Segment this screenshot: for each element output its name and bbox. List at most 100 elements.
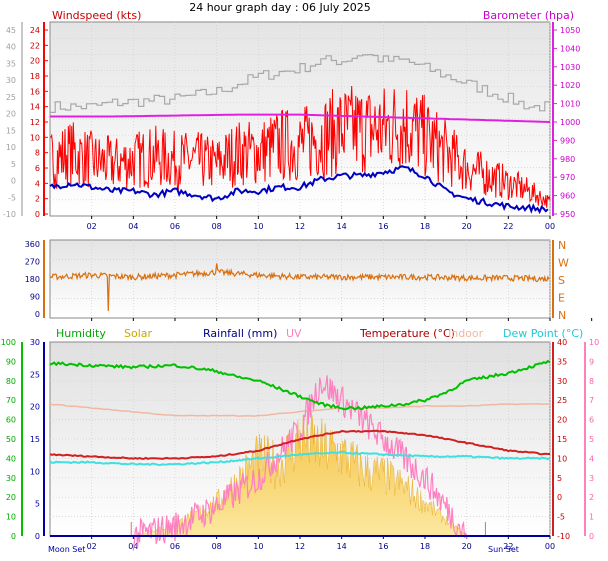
y-tick-label: 16 <box>30 87 40 96</box>
y3-tick-label: 1 <box>589 513 594 522</box>
y-tick-label-secondary: 45 <box>6 26 16 35</box>
y-tick-label-secondary: 10 <box>6 143 16 152</box>
compass-label: N <box>558 309 566 322</box>
y-tick-label-secondary: 5 <box>11 160 16 169</box>
y2-tick-label: 990 <box>560 136 575 145</box>
y-tick-label-secondary: 0 <box>11 177 16 186</box>
y2-tick-label: 1040 <box>560 44 580 53</box>
sun-set-label: Sun Set <box>488 545 519 554</box>
y-tick-label: 70 <box>6 396 16 405</box>
y3-tick-label: 6 <box>589 416 594 425</box>
legend-uv: UV <box>286 327 302 340</box>
x-tick-label: 22 <box>503 542 513 551</box>
x-tick-label: 06 <box>170 542 180 551</box>
legend-rainfall: Rainfall (mm) <box>203 327 277 340</box>
y-tick-label-secondary: 40 <box>6 43 16 52</box>
y2-tick-label: 10 <box>557 454 567 463</box>
y-tick-label: 25 <box>30 370 40 379</box>
y-tick-label: 10 <box>30 133 40 142</box>
y2-tick-label: -10 <box>557 532 570 541</box>
series-indoor <box>49 403 550 417</box>
y2-tick-label: 15 <box>557 435 567 444</box>
y2-tick-label: 0 <box>557 493 562 502</box>
moon-set-label: Moon Set <box>48 545 85 554</box>
series-gust <box>50 54 551 113</box>
x-tick-label: 22 <box>503 222 513 231</box>
x-tick-label: 10 <box>253 542 263 551</box>
y-tick-label: 8 <box>35 149 40 158</box>
x-tick-label: 02 <box>87 542 97 551</box>
series-humidity <box>49 359 551 411</box>
y2-tick-label: 1000 <box>560 118 580 127</box>
x-tick-label: 18 <box>420 542 430 551</box>
x-tick-label: 16 <box>378 222 388 231</box>
x-tick-label: 00 <box>545 222 555 231</box>
y2-tick-label: 20 <box>557 416 567 425</box>
y3-tick-label: 0 <box>589 532 594 541</box>
x-tick-label: 04 <box>128 222 138 231</box>
y3-tick-label: 8 <box>589 377 594 386</box>
y3-tick-label: 3 <box>589 474 594 483</box>
y2-tick-label: 1050 <box>560 26 580 35</box>
y-tick-label: 4 <box>35 179 40 188</box>
legend-dewpoint: Dew Point (°C) <box>503 327 583 340</box>
y3-tick-label: 4 <box>589 454 594 463</box>
y-tick-label: 10 <box>30 467 40 476</box>
series-windspeed <box>49 85 551 208</box>
x-tick-label: 08 <box>212 542 222 551</box>
x-tick-label: 14 <box>337 222 347 231</box>
y-tick-label-secondary: 25 <box>6 93 16 102</box>
y-tick-label: 5 <box>35 500 40 509</box>
y-tick-label: 50 <box>6 435 16 444</box>
y2-tick-label: 25 <box>557 396 567 405</box>
series-barometer <box>50 113 551 123</box>
y3-tick-label: 5 <box>589 435 594 444</box>
y2-tick-label: 1010 <box>560 100 580 109</box>
compass-label: W <box>558 257 569 270</box>
y-tick-label: 180 <box>25 275 40 284</box>
y2-tick-label: 960 <box>560 192 575 201</box>
y2-tick-label: 970 <box>560 173 575 182</box>
legend-temperature: Temperature (°C) <box>359 327 455 340</box>
y3-tick-label: 10 <box>589 338 599 347</box>
series-uv <box>132 375 468 551</box>
y-tick-label: 18 <box>30 72 40 81</box>
y-tick-label: 24 <box>30 26 40 35</box>
y-tick-label: 80 <box>6 377 16 386</box>
y3-tick-label: 7 <box>589 396 594 405</box>
y-tick-label: 6 <box>35 164 40 173</box>
compass-label: N <box>558 239 566 252</box>
y-tick-label: 0 <box>35 532 40 541</box>
barometer-label: Barometer (hpa) <box>483 9 574 22</box>
x-tick-label: 16 <box>378 542 388 551</box>
x-tick-label: 20 <box>462 222 472 231</box>
y-tick-label-secondary: -10 <box>3 210 16 219</box>
series-solar <box>133 410 468 537</box>
series-average <box>49 165 549 215</box>
y2-tick-label: 30 <box>557 377 567 386</box>
x-tick-label: 12 <box>295 222 305 231</box>
y2-tick-label: 35 <box>557 357 567 366</box>
x-tick-label: 00 <box>545 542 555 551</box>
y2-tick-label: 40 <box>557 338 567 347</box>
legend-humidity: Humidity <box>56 327 106 340</box>
y3-tick-label: 9 <box>589 357 594 366</box>
x-tick-label: 20 <box>462 542 472 551</box>
y-tick-label: 60 <box>6 416 16 425</box>
windspeed-label: Windspeed (kts) <box>52 9 141 22</box>
y-tick-label: 22 <box>30 41 40 50</box>
y-tick-label: 90 <box>30 293 40 302</box>
wind-panel: -10-505101520253035404502468101214161820… <box>3 21 580 231</box>
y-tick-label-secondary: 15 <box>6 126 16 135</box>
y-tick-label: 30 <box>30 338 40 347</box>
y2-tick-label: 950 <box>560 210 575 219</box>
y-tick-label-secondary: 30 <box>6 76 16 85</box>
y2-tick-label: -5 <box>557 513 565 522</box>
y-tick-label: 0 <box>11 532 16 541</box>
y-tick-label: 40 <box>6 454 16 463</box>
y-tick-label: 20 <box>6 493 16 502</box>
x-tick-label: 14 <box>337 542 347 551</box>
legend-solar: Solar <box>124 327 153 340</box>
climate-panel: 0102030405060708090100051015202530-10-50… <box>1 338 599 551</box>
